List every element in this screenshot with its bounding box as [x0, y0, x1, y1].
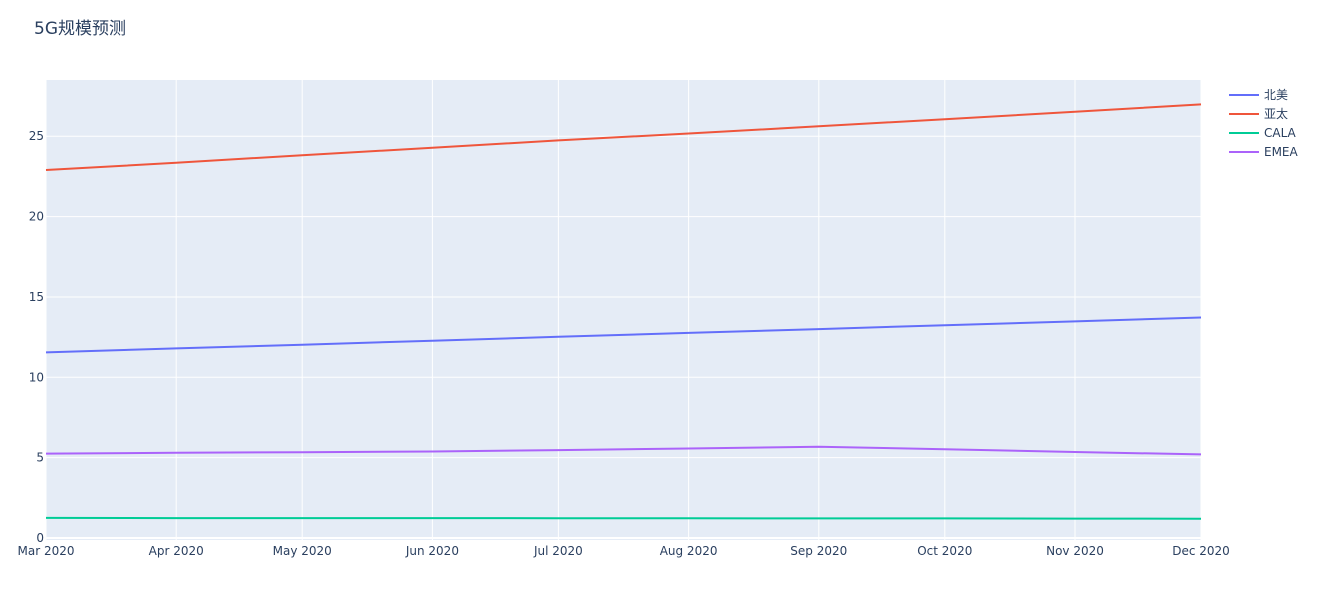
x-tick-label: May 2020: [273, 544, 332, 558]
x-tick-label: Jun 2020: [405, 544, 459, 558]
y-tick-label: 0: [36, 531, 44, 545]
x-tick-label: Dec 2020: [1172, 544, 1230, 558]
y-tick-label: 10: [29, 370, 44, 384]
x-tick-label: Apr 2020: [149, 544, 204, 558]
x-tick-label: Mar 2020: [18, 544, 75, 558]
y-tick-label: 25: [29, 129, 44, 143]
legend-label: 亚太: [1264, 106, 1288, 121]
series-line-CALA: [45, 516, 1202, 520]
legend-label: 北美: [1264, 88, 1288, 102]
y-tick-label: 5: [36, 451, 44, 465]
x-tick-label: Nov 2020: [1046, 544, 1104, 558]
series-line-亚太: [45, 103, 1202, 171]
x-tick-label: Sep 2020: [790, 544, 847, 558]
x-tick-label: Aug 2020: [660, 544, 718, 558]
series-line-北美: [45, 316, 1202, 354]
x-tick-label: Oct 2020: [917, 544, 972, 558]
legend-label: EMEA: [1264, 145, 1299, 159]
chart-title: 5G规模预测: [34, 19, 126, 39]
legend-label: CALA: [1264, 126, 1297, 140]
x-axis-ticks: Mar 2020 Apr 2020 May 2020 Jun 2020 Jul 2020…: [18, 544, 1230, 558]
y-tick-label: 15: [29, 290, 44, 304]
series-lines: [45, 103, 1202, 520]
y-axis-ticks: 0 5 10 15 20 25: [29, 129, 44, 545]
series-line-EMEA: [45, 445, 1202, 456]
plot-area: [46, 80, 1201, 540]
gridlines: [45, 80, 1202, 540]
x-tick-label: Jul 2020: [533, 544, 583, 558]
y-tick-label: 20: [29, 210, 44, 224]
